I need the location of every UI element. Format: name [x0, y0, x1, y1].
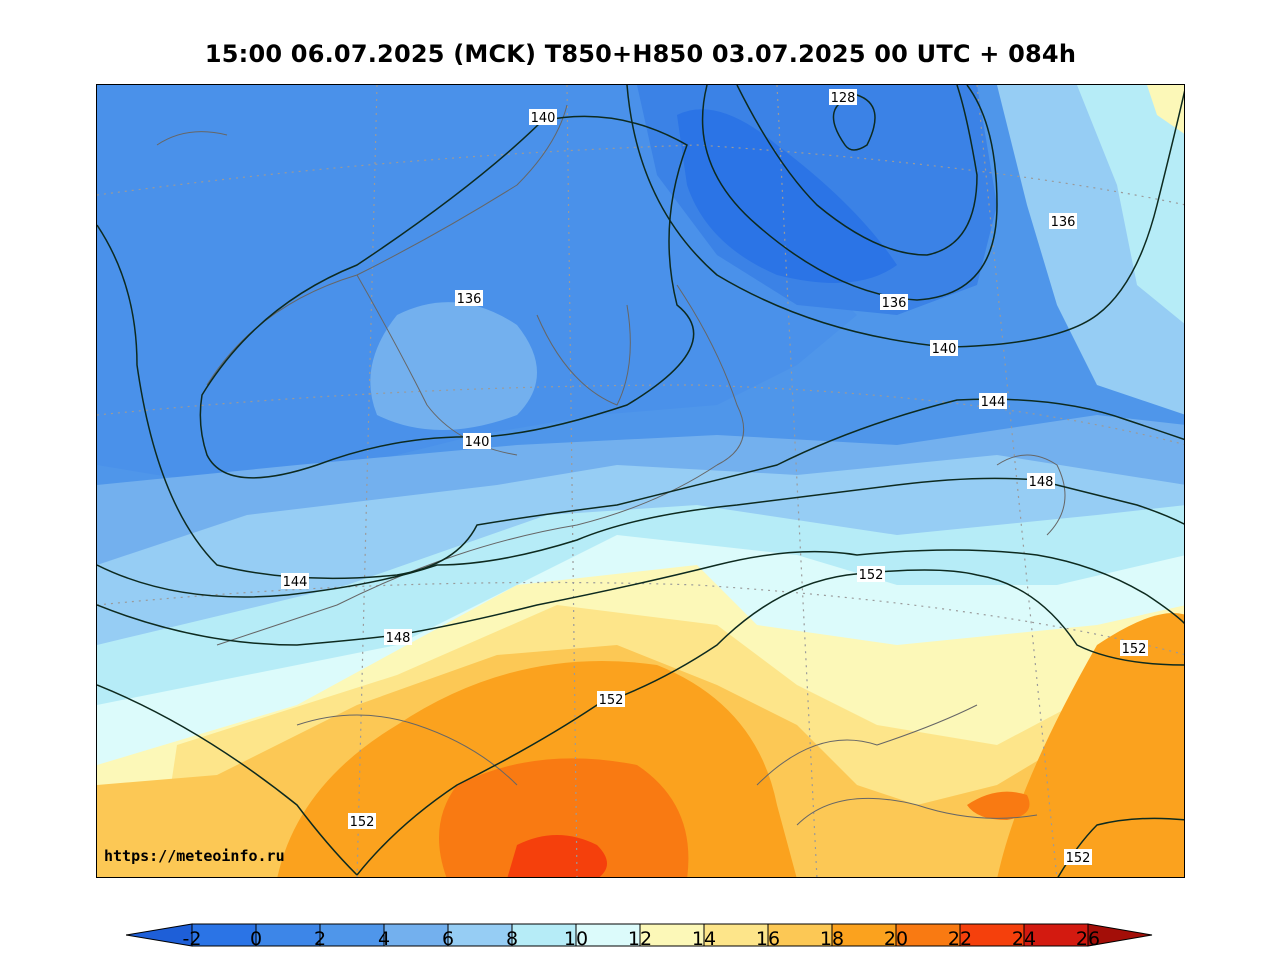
contour-labels: 140 128 136 136 136 140 144 140 148 144 …	[281, 89, 1148, 866]
contour-label: 140	[932, 342, 957, 357]
temperature-map: 140 128 136 136 136 140 144 140 148 144 …	[96, 84, 1185, 878]
colorbar-tick-label: 18	[819, 928, 845, 950]
contour-label: 144	[981, 395, 1006, 410]
field-baltic	[370, 302, 537, 430]
colorbar-tick-label: 16	[755, 928, 781, 950]
contour-label: 148	[1029, 475, 1054, 490]
colorbar-tick-label: 20	[883, 928, 909, 950]
contour-label: 128	[831, 91, 856, 106]
field-cold-core	[677, 109, 897, 284]
contour-label: 136	[882, 296, 907, 311]
field-east-warm	[997, 613, 1184, 877]
colorbar-tick-label: 2	[313, 928, 327, 950]
colorbar-segment	[319, 923, 385, 947]
colorbar-tick-label: 0	[249, 928, 263, 950]
contour-label: 140	[465, 435, 490, 450]
colorbar-tick-label: -2	[182, 928, 202, 950]
colorbar-tick-label: 8	[505, 928, 519, 950]
colorbar-tick-label: 4	[377, 928, 391, 950]
map-canvas: 140 128 136 136 136 140 144 140 148 144 …	[97, 85, 1184, 877]
colorbar-tick-label: 22	[947, 928, 973, 950]
colorbar-tick-label: 14	[691, 928, 717, 950]
colorbar-tick-label: 6	[441, 928, 455, 950]
colorbar-tick-label: 26	[1075, 928, 1101, 950]
colorbar-tick-label: 24	[1011, 928, 1037, 950]
contour-label: 140	[531, 111, 556, 126]
contour-label: 152	[859, 568, 884, 583]
credit-url: https://meteoinfo.ru	[104, 847, 285, 865]
colorbar-tick-label: 10	[563, 928, 589, 950]
contour-label: 152	[599, 693, 624, 708]
colorbar	[126, 923, 1153, 947]
field-northeast-warm	[1077, 85, 1184, 324]
field-22-24	[439, 758, 689, 877]
field-east-hotspot	[967, 791, 1030, 820]
colorbar-segment	[447, 923, 513, 947]
contour-label: 152	[1066, 851, 1091, 866]
field-24-26	[507, 835, 607, 877]
contour-label: 152	[350, 815, 375, 830]
contour-label: 152	[1122, 642, 1147, 657]
map-title: 15:00 06.07.2025 (MCK) T850+H850 03.07.2…	[204, 40, 1077, 68]
colorbar-tick-label: 12	[627, 928, 653, 950]
contour-label: 148	[386, 631, 411, 646]
field-corner	[1147, 85, 1184, 134]
colorbar-segment	[383, 923, 449, 947]
contour-label: 144	[283, 575, 308, 590]
colorbar-extend-high	[1087, 923, 1153, 947]
colorbar-segment	[255, 923, 321, 947]
graticule	[97, 85, 1184, 877]
contour-label: 136	[1051, 215, 1076, 230]
contour-label: 136	[457, 292, 482, 307]
colorbar-segment	[191, 923, 257, 947]
